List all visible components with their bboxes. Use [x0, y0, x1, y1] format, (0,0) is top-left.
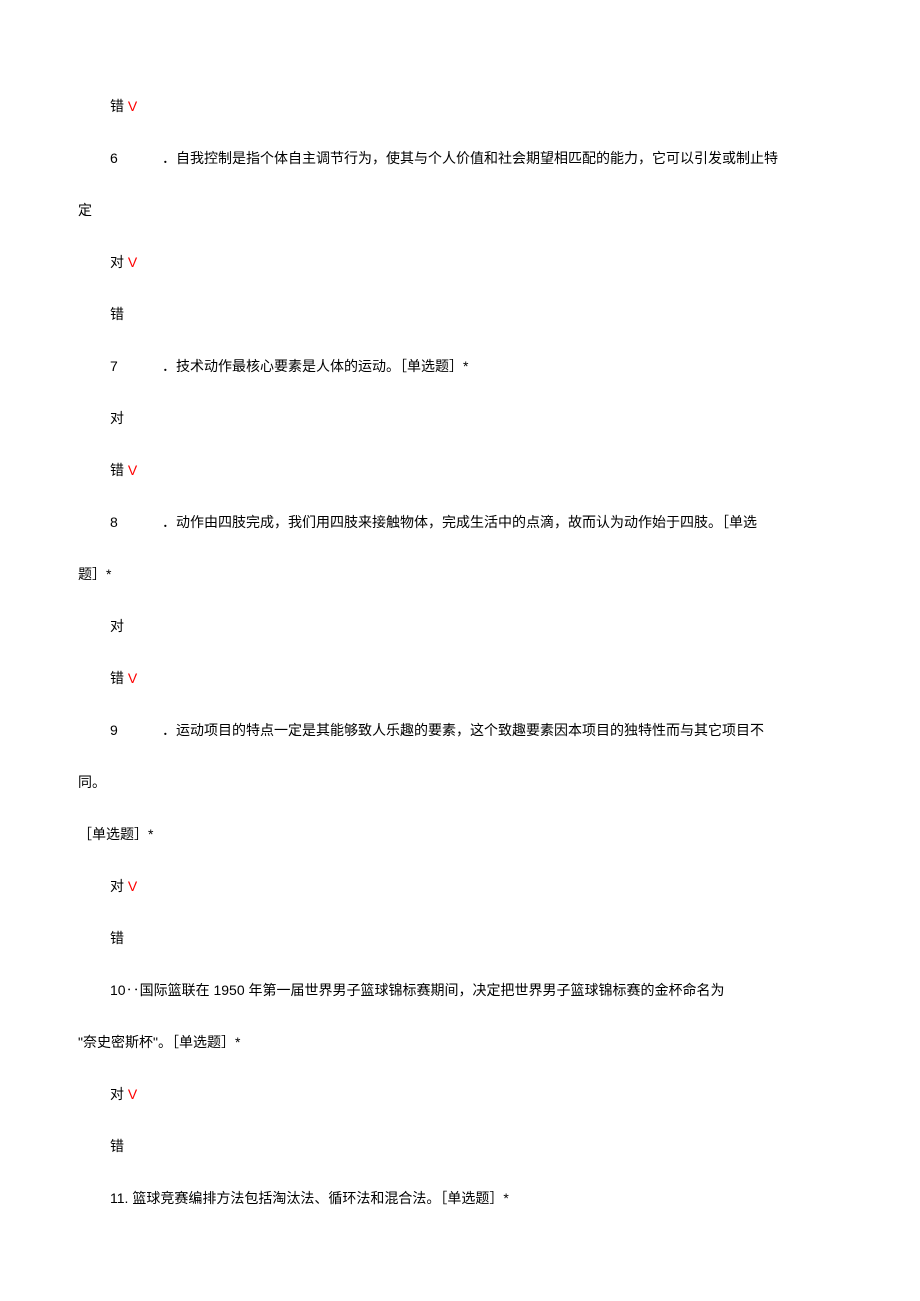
answer-option: 对 — [78, 408, 842, 429]
question-text: ‥国际篮联在 1950 年第一届世界男子篮球锦标赛期间，决定把世界男子篮球锦标赛… — [126, 982, 725, 998]
option-label: 错 — [110, 98, 124, 114]
answer-option: 错 V — [78, 96, 842, 117]
question-stem: 9 ．运动项目的特点一定是其能够致人乐趣的要素，这个致趣要素因本项目的独特性而与其… — [78, 720, 842, 741]
check-mark: V — [128, 98, 137, 114]
question-number: 11 — [110, 1188, 125, 1209]
question-text: ．自我控制是指个体自主调节行为，使其与个人价值和社会期望相匹配的能力，它可以引发… — [162, 150, 778, 166]
question-text: . 篮球竞赛编排方法包括淘汰法、循环法和混合法。［单选题］* — [125, 1190, 509, 1206]
answer-option: 错 — [78, 1136, 842, 1157]
answer-option: 错 V — [78, 460, 842, 481]
question-number: 8 — [110, 512, 124, 533]
question-number: 10 — [110, 980, 126, 1001]
option-label: 错 — [110, 306, 124, 322]
answer-option: 错 V — [78, 668, 842, 689]
check-mark: V — [128, 462, 137, 478]
answer-option: 对 V — [78, 1084, 842, 1105]
question-continuation: "奈史密斯杯"。［单选题］* — [78, 1032, 842, 1053]
document-page: 错 V 6 ．自我控制是指个体自主调节行为，使其与个人价值和社会期望相匹配的能力，… — [0, 0, 920, 1300]
check-mark: V — [128, 254, 137, 270]
question-tag: ［单选题］* — [78, 824, 842, 845]
option-label: 错 — [110, 1138, 124, 1154]
option-label: 对 — [110, 1086, 124, 1102]
option-label: 错 — [110, 930, 124, 946]
question-continuation: 定 — [78, 200, 842, 221]
option-label: 对 — [110, 410, 124, 426]
question-stem: 10‥国际篮联在 1950 年第一届世界男子篮球锦标赛期间，决定把世界男子篮球锦… — [78, 980, 842, 1001]
question-continuation: 题］* — [78, 564, 842, 585]
option-label: 对 — [110, 878, 124, 894]
question-continuation: 同。 — [78, 772, 842, 793]
question-stem: 7 ．技术动作最核心要素是人体的运动。［单选题］* — [78, 356, 842, 377]
question-number: 7 — [110, 356, 124, 377]
check-mark: V — [128, 1086, 137, 1102]
answer-option: 对 V — [78, 876, 842, 897]
question-number: 9 — [110, 720, 124, 741]
option-label: 对 — [110, 618, 124, 634]
check-mark: V — [128, 878, 137, 894]
option-label: 错 — [110, 462, 124, 478]
option-label: 错 — [110, 670, 124, 686]
question-text: ．运动项目的特点一定是其能够致人乐趣的要素，这个致趣要素因本项目的独特性而与其它… — [162, 722, 764, 738]
question-stem: 6 ．自我控制是指个体自主调节行为，使其与个人价值和社会期望相匹配的能力，它可以引… — [78, 148, 842, 169]
option-label: 对 — [110, 254, 124, 270]
answer-option: 错 — [78, 928, 842, 949]
question-stem: 11. 篮球竞赛编排方法包括淘汰法、循环法和混合法。［单选题］* — [78, 1188, 842, 1209]
answer-option: 对 V — [78, 252, 842, 273]
question-number: 6 — [110, 148, 124, 169]
question-stem: 8 ．动作由四肢完成，我们用四肢来接触物体，完成生活中的点滴，故而认为动作始于四肢… — [78, 512, 842, 533]
answer-option: 错 — [78, 304, 842, 325]
answer-option: 对 — [78, 616, 842, 637]
check-mark: V — [128, 670, 137, 686]
question-text: ．技术动作最核心要素是人体的运动。［单选题］* — [162, 358, 468, 374]
question-text: ．动作由四肢完成，我们用四肢来接触物体，完成生活中的点滴，故而认为动作始于四肢。… — [162, 514, 757, 530]
